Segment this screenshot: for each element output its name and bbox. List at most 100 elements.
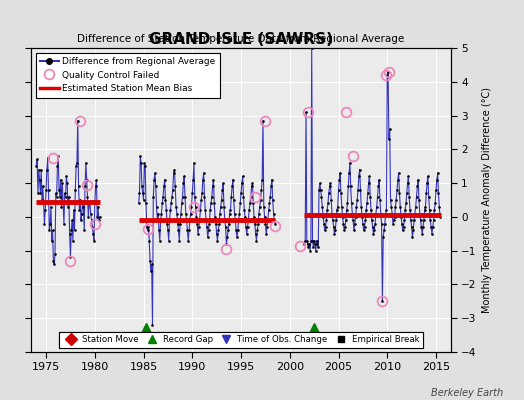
Point bbox=[409, 227, 418, 234]
Point bbox=[234, 217, 243, 224]
Point bbox=[254, 220, 263, 227]
Point bbox=[423, 180, 431, 186]
Point bbox=[419, 224, 427, 230]
Point bbox=[428, 230, 436, 237]
Point bbox=[334, 187, 343, 193]
Point bbox=[389, 220, 397, 227]
Point bbox=[372, 210, 380, 217]
Point bbox=[260, 214, 269, 220]
Point bbox=[267, 183, 275, 190]
Point bbox=[200, 194, 209, 200]
Point bbox=[201, 207, 210, 213]
Point bbox=[252, 237, 260, 244]
Point bbox=[187, 210, 195, 217]
Point bbox=[211, 214, 219, 220]
Point bbox=[248, 180, 257, 186]
Point bbox=[206, 207, 214, 213]
Point bbox=[139, 197, 148, 203]
Point bbox=[148, 322, 157, 328]
Point bbox=[38, 197, 46, 203]
Point bbox=[66, 230, 74, 237]
Point bbox=[189, 176, 198, 183]
Point bbox=[73, 118, 82, 124]
Point bbox=[231, 210, 239, 217]
Point bbox=[210, 200, 219, 206]
Point bbox=[171, 183, 179, 190]
Point bbox=[390, 214, 399, 220]
Point bbox=[166, 217, 174, 224]
Point bbox=[237, 190, 245, 196]
Point bbox=[399, 224, 408, 230]
Point bbox=[157, 217, 165, 224]
Point bbox=[417, 224, 425, 230]
Point bbox=[313, 241, 322, 247]
Point bbox=[70, 227, 79, 234]
Point bbox=[91, 183, 100, 190]
Point bbox=[433, 170, 442, 176]
Point bbox=[46, 220, 54, 227]
Point bbox=[50, 261, 58, 267]
Point bbox=[424, 173, 432, 180]
Point bbox=[259, 118, 267, 124]
Text: Berkeley Earth: Berkeley Earth bbox=[431, 388, 503, 398]
Point bbox=[240, 207, 248, 213]
Point bbox=[204, 227, 213, 234]
Point bbox=[308, 45, 316, 51]
Point bbox=[83, 194, 92, 200]
Point bbox=[346, 183, 355, 190]
Point bbox=[353, 197, 362, 203]
Point bbox=[334, 204, 342, 210]
Point bbox=[203, 234, 212, 240]
Point bbox=[222, 241, 231, 247]
Point bbox=[225, 210, 234, 217]
Point bbox=[94, 204, 102, 210]
Point bbox=[160, 183, 168, 190]
Point bbox=[166, 207, 174, 213]
Point bbox=[85, 200, 93, 206]
Point bbox=[195, 217, 204, 224]
Point bbox=[79, 204, 88, 210]
Point bbox=[199, 176, 207, 183]
Point bbox=[255, 210, 263, 217]
Point bbox=[80, 227, 89, 234]
Point bbox=[380, 220, 389, 227]
Point bbox=[397, 214, 405, 220]
Point bbox=[413, 183, 421, 190]
Point bbox=[398, 220, 406, 227]
Point bbox=[40, 220, 49, 227]
Point bbox=[232, 227, 241, 234]
Point bbox=[427, 224, 435, 230]
Point bbox=[68, 217, 77, 224]
Point bbox=[266, 194, 275, 200]
Point bbox=[59, 200, 67, 206]
Point bbox=[229, 176, 237, 183]
Point bbox=[48, 227, 57, 234]
Point bbox=[253, 227, 261, 234]
Point bbox=[154, 210, 162, 217]
Point bbox=[37, 166, 46, 173]
Point bbox=[41, 207, 49, 213]
Point bbox=[82, 176, 91, 183]
Point bbox=[339, 220, 347, 227]
Point bbox=[159, 194, 167, 200]
Point bbox=[138, 183, 146, 190]
Point bbox=[178, 200, 186, 206]
Point bbox=[170, 166, 179, 173]
Point bbox=[48, 237, 56, 244]
Point bbox=[52, 190, 60, 196]
Point bbox=[408, 234, 417, 240]
Point bbox=[147, 261, 156, 267]
Point bbox=[212, 230, 221, 237]
Point bbox=[315, 180, 324, 186]
Point bbox=[235, 210, 244, 217]
Point bbox=[268, 176, 276, 183]
Point bbox=[407, 217, 415, 224]
Point bbox=[42, 166, 51, 173]
Point bbox=[386, 126, 394, 132]
Point bbox=[378, 298, 387, 304]
Point bbox=[358, 214, 366, 220]
Point bbox=[335, 176, 344, 183]
Point bbox=[265, 207, 273, 213]
Point bbox=[343, 207, 351, 213]
Point bbox=[169, 187, 177, 193]
